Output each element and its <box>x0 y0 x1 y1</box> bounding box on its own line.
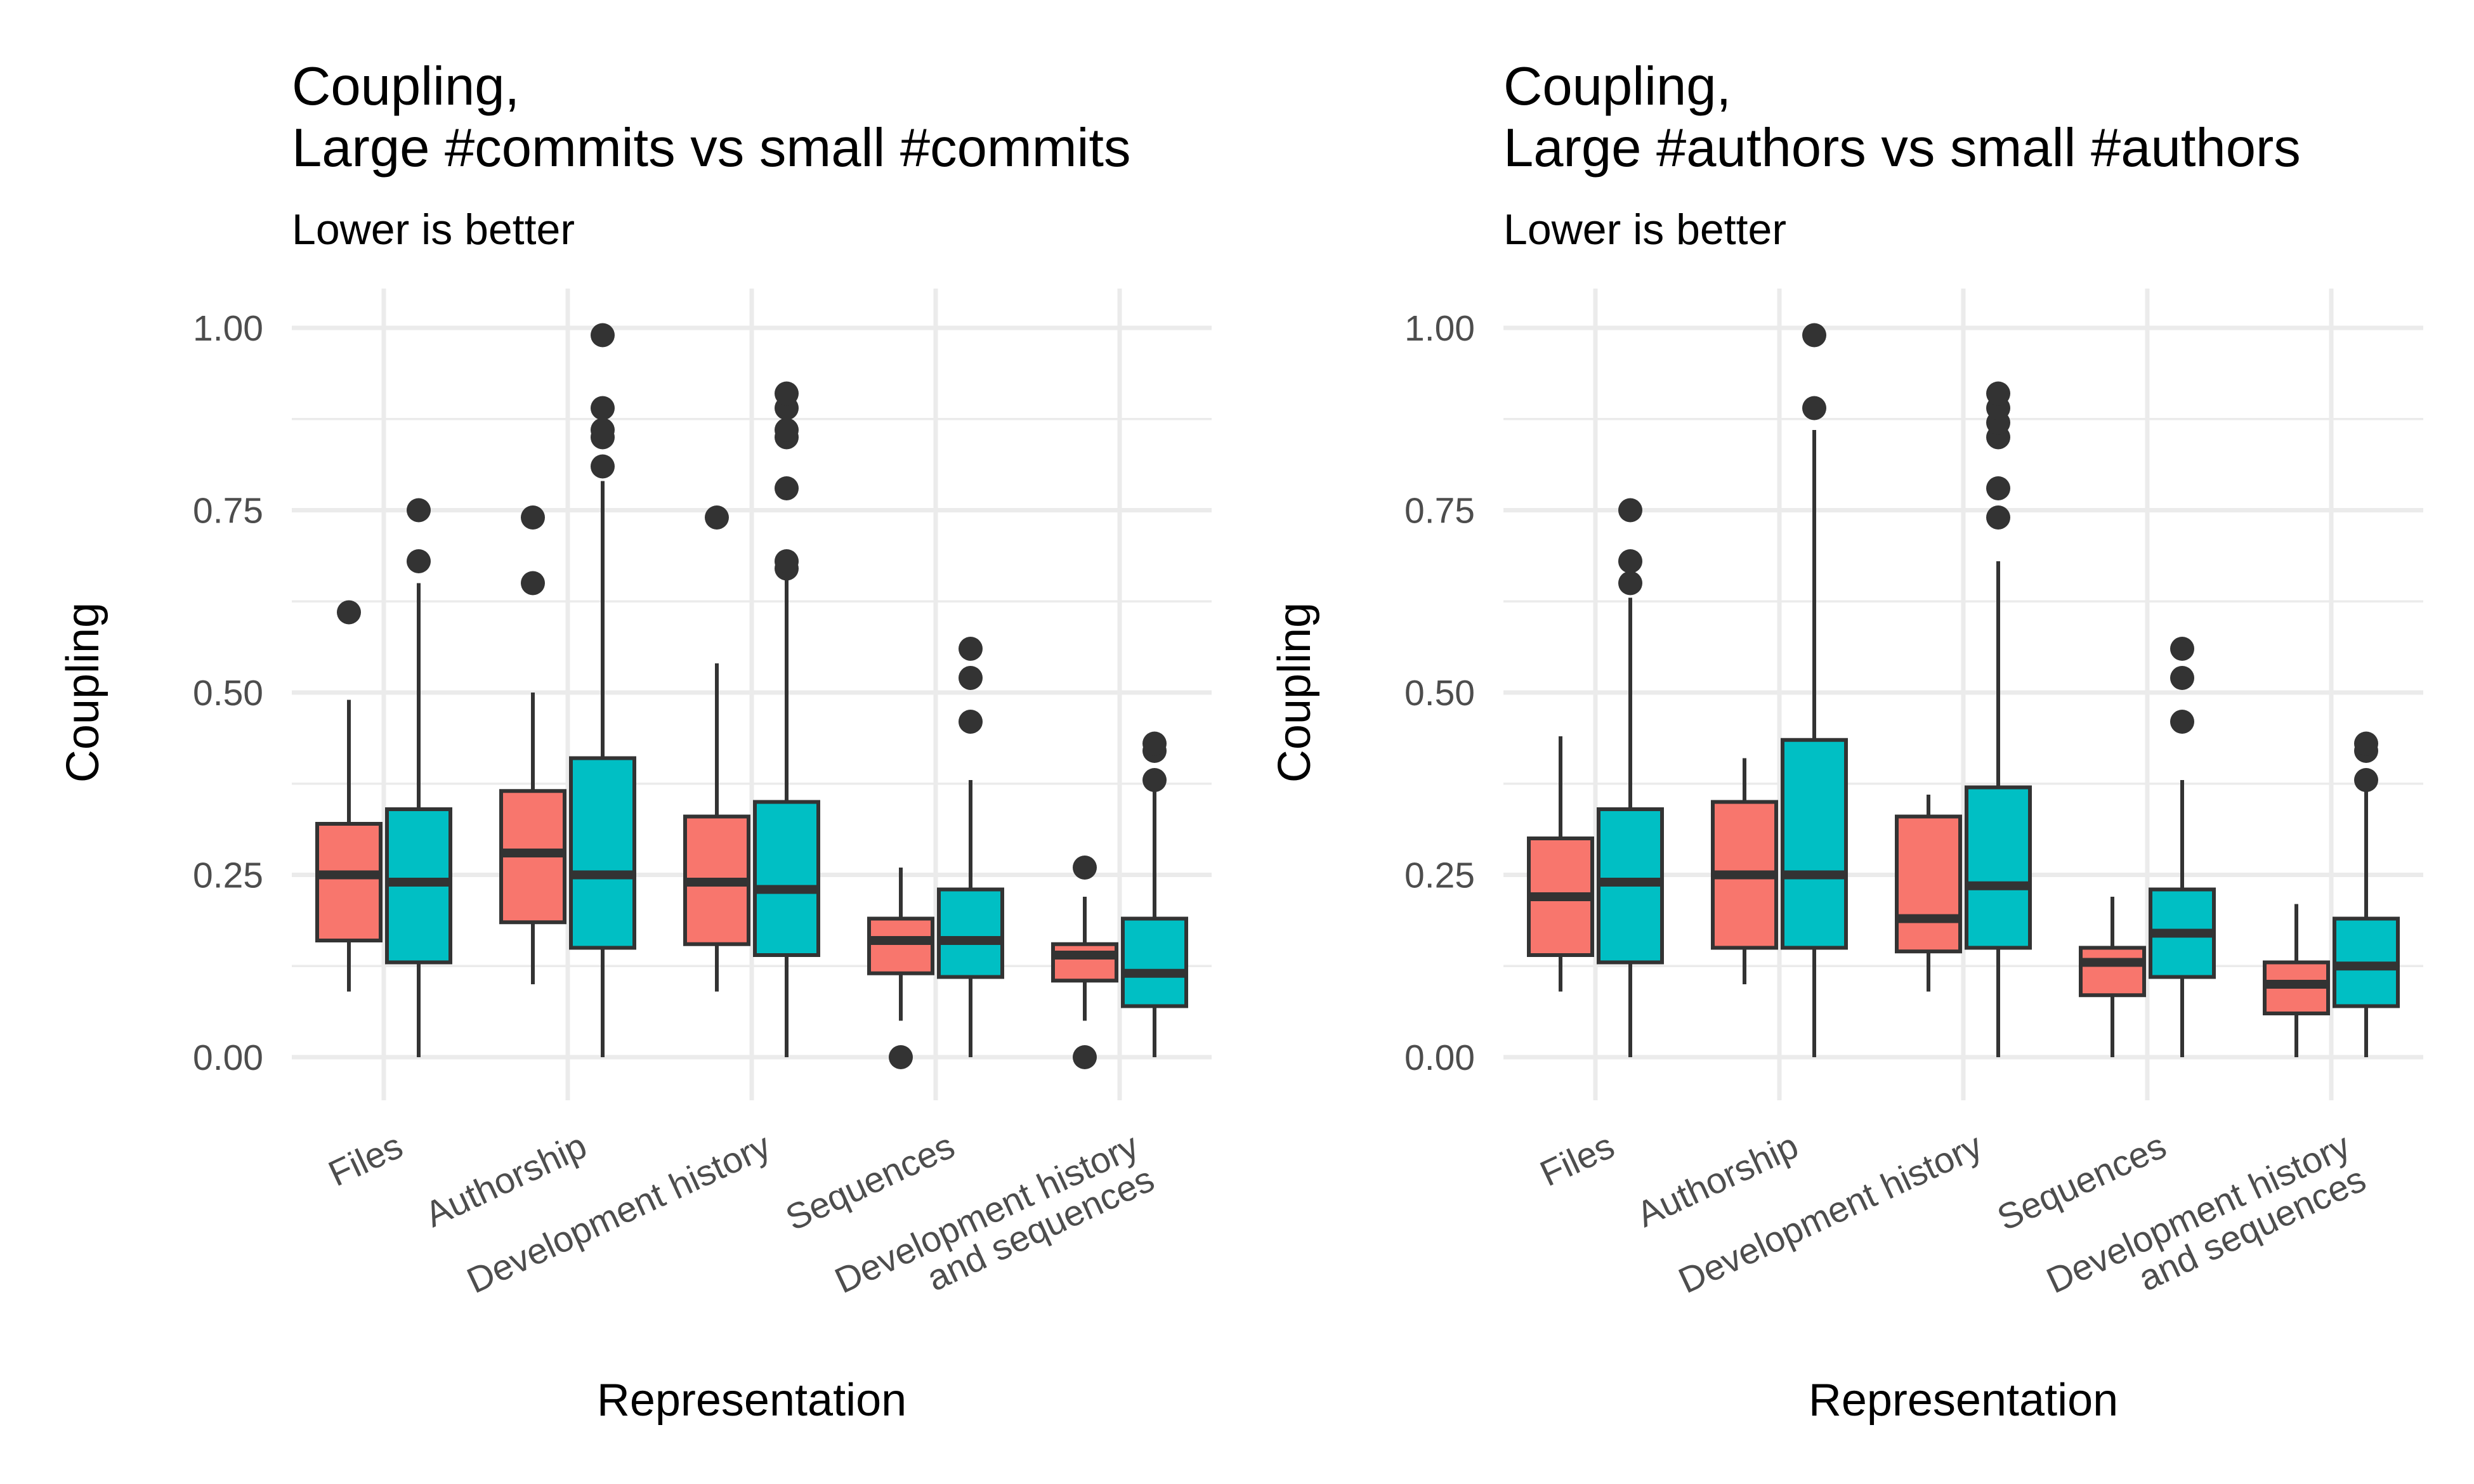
chart-panel-authors: Coupling,Large #authors vs small #author… <box>1269 56 2423 1426</box>
outlier-point <box>959 710 983 734</box>
outlier-point <box>1986 476 2010 500</box>
outlier-point <box>591 396 615 420</box>
boxplot-large-1 <box>1527 736 1594 992</box>
chart-title-line1: Coupling, <box>292 56 520 117</box>
x-category-label-line: Files <box>1534 1126 1620 1195</box>
outlier-point <box>1618 549 1642 573</box>
x-category-label: Development history <box>461 1125 777 1301</box>
box-iqr <box>937 887 1004 979</box>
boxplot-small-1 <box>1597 498 1664 1057</box>
y-tick-label: 0.25 <box>1404 856 1475 896</box>
y-tick-label: 1.00 <box>1404 308 1475 349</box>
outlier-point <box>889 1045 913 1069</box>
boxplot-large-3 <box>683 505 750 992</box>
boxplot-large-5 <box>2263 904 2330 1057</box>
outlier-point <box>1802 396 1826 420</box>
box-iqr <box>1965 785 2032 950</box>
x-category-label: Files <box>1534 1126 1620 1195</box>
y-axis-title: Coupling <box>1269 602 1320 783</box>
y-tick-label: 0.00 <box>193 1038 263 1078</box>
boxplot-small-2 <box>1781 323 1848 1057</box>
boxplot-large-5 <box>1051 856 1118 1069</box>
x-axis-title: Representation <box>597 1375 906 1426</box>
box-iqr <box>1121 916 1188 1008</box>
chart-title-line2: Large #commits vs small #commits <box>292 118 1131 178</box>
outlier-point <box>775 418 799 442</box>
chart-title-line2: Large #authors vs small #authors <box>1503 118 2301 178</box>
outlier-point <box>591 323 615 348</box>
outlier-point <box>337 600 361 625</box>
outlier-point <box>2170 710 2194 734</box>
outlier-point <box>1802 323 1826 348</box>
outlier-point <box>959 637 983 661</box>
outlier-point <box>775 476 799 500</box>
y-tick-label: 0.25 <box>193 856 263 896</box>
outlier-point <box>1986 381 2010 406</box>
outlier-point <box>1073 856 1097 880</box>
boxplot-large-2 <box>1711 758 1778 984</box>
boxplot-large-2 <box>499 505 566 984</box>
boxplot-small-1 <box>385 498 452 1057</box>
chart-subtitle: Lower is better <box>292 205 575 254</box>
outlier-point <box>1142 768 1167 792</box>
y-axis-title: Coupling <box>58 602 108 783</box>
y-tick-label: 1.00 <box>193 308 263 349</box>
outlier-point <box>1073 1045 1097 1069</box>
box-iqr <box>1781 738 1848 950</box>
boxplot-large-4 <box>867 868 934 1069</box>
chart-subtitle: Lower is better <box>1503 205 1786 254</box>
x-axis-title: Representation <box>1809 1375 2118 1426</box>
y-tick-label: 0.00 <box>1404 1038 1475 1078</box>
outlier-point <box>959 666 983 690</box>
chart-panel-commits: Coupling,Large #commits vs small #commit… <box>58 56 1212 1426</box>
boxplot-small-2 <box>569 323 636 1057</box>
box-iqr <box>867 916 934 975</box>
box-iqr <box>1895 814 1962 954</box>
y-tick-label: 0.50 <box>193 673 263 713</box>
boxplot-large-4 <box>2079 897 2146 1057</box>
boxplot-small-3 <box>753 381 820 1057</box>
outlier-point <box>2354 731 2378 756</box>
outlier-point <box>407 498 431 523</box>
outlier-point <box>1142 731 1167 756</box>
box-iqr <box>753 800 820 957</box>
boxplot-small-4 <box>937 637 1004 1057</box>
chart-title-line1: Coupling, <box>1503 56 1731 117</box>
x-category-label: Development history <box>1673 1125 1989 1301</box>
box-iqr <box>315 822 383 942</box>
outlier-point <box>521 505 545 530</box>
box-iqr <box>569 756 636 950</box>
y-tick-label: 0.75 <box>1404 491 1475 531</box>
outlier-point <box>2354 768 2378 792</box>
y-tick-label: 0.50 <box>1404 673 1475 713</box>
boxplot-large-3 <box>1895 795 1962 992</box>
x-category-label-line: Development history <box>461 1125 777 1301</box>
outlier-point <box>2170 666 2194 690</box>
outlier-point <box>775 381 799 406</box>
outlier-point <box>1618 571 1642 596</box>
boxplot-small-5 <box>2333 731 2400 1057</box>
outlier-point <box>521 571 545 596</box>
x-category-label-line: Files <box>322 1126 409 1195</box>
outlier-point <box>1618 498 1642 523</box>
y-tick-label: 0.75 <box>193 491 263 531</box>
outlier-point <box>775 549 799 573</box>
boxplot-small-4 <box>2149 637 2216 1057</box>
boxplot-small-3 <box>1965 381 2032 1057</box>
boxplot-small-5 <box>1121 731 1188 1057</box>
box-iqr <box>1051 942 1118 983</box>
outlier-point <box>591 454 615 479</box>
outlier-point <box>407 549 431 573</box>
x-category-label: Files <box>322 1126 409 1195</box>
x-category-label-line: Development history <box>1673 1125 1989 1301</box>
box-iqr <box>2079 946 2146 998</box>
outlier-point <box>705 505 729 530</box>
outlier-point <box>591 418 615 442</box>
boxplot-large-1 <box>315 600 383 992</box>
outlier-point <box>2170 637 2194 661</box>
outlier-point <box>1986 505 2010 530</box>
